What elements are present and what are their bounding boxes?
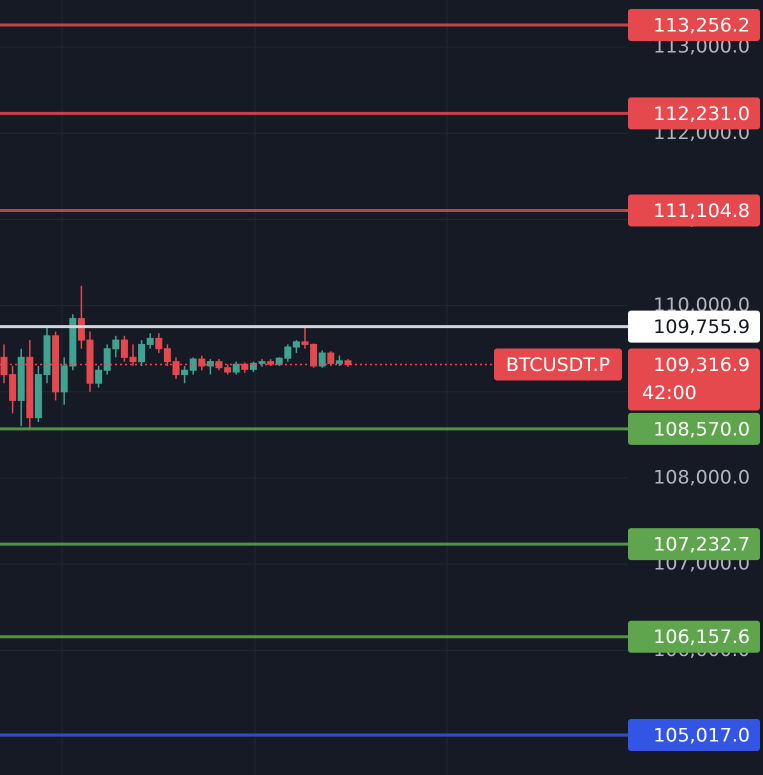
level-label: 109,755.9 bbox=[653, 316, 750, 338]
candle-body bbox=[129, 356, 137, 363]
level-label-box bbox=[628, 412, 760, 445]
candle-body bbox=[120, 339, 128, 358]
candle-body bbox=[43, 335, 51, 376]
last-price-label: 109,316.9 bbox=[653, 354, 750, 376]
candle-body bbox=[224, 367, 232, 373]
last-price-box bbox=[628, 348, 760, 411]
level-label: 112,231.0 bbox=[653, 103, 750, 125]
candle-body bbox=[249, 362, 257, 370]
candle-body bbox=[241, 363, 249, 370]
level-label: 111,104.8 bbox=[653, 200, 750, 222]
level-label-box bbox=[628, 620, 760, 653]
candle-body bbox=[146, 337, 154, 345]
candle-body bbox=[310, 343, 318, 367]
candle-body bbox=[0, 356, 8, 376]
level-label-box bbox=[628, 194, 760, 227]
level-label-box bbox=[628, 310, 760, 343]
candle-body bbox=[60, 365, 68, 393]
candle-body bbox=[95, 369, 103, 384]
candle-body bbox=[318, 352, 326, 367]
candle-body bbox=[26, 356, 34, 419]
level-label: 106,157.6 bbox=[653, 626, 750, 648]
candle-body bbox=[181, 369, 189, 376]
candle-body bbox=[198, 358, 206, 367]
level-label-box bbox=[628, 9, 760, 42]
y-tick-label: 110,000.0 bbox=[653, 294, 750, 316]
candle-body bbox=[275, 357, 283, 365]
candle-body bbox=[77, 318, 85, 341]
candle-body bbox=[9, 374, 17, 401]
level-label: 113,256.2 bbox=[653, 15, 750, 37]
candle-body bbox=[301, 341, 309, 345]
candle-body bbox=[335, 360, 343, 364]
level-label: 108,570.0 bbox=[653, 418, 750, 440]
candle-body bbox=[103, 348, 111, 371]
candle-body bbox=[34, 374, 42, 419]
candle-body bbox=[163, 348, 171, 363]
candle-body bbox=[284, 346, 292, 359]
candle-body bbox=[155, 337, 163, 350]
y-tick-label: 108,000.0 bbox=[653, 466, 750, 488]
y-tick-label: 113,000.0 bbox=[653, 36, 750, 58]
candle-body bbox=[69, 318, 77, 367]
countdown-label: 42:00 bbox=[642, 382, 697, 404]
symbol-label-box bbox=[494, 348, 622, 381]
symbol-label: BTCUSDT.P bbox=[506, 354, 610, 376]
candle-body bbox=[138, 343, 146, 363]
candle-body bbox=[86, 339, 94, 384]
candle-body bbox=[344, 360, 352, 366]
candle-body bbox=[292, 341, 300, 348]
candle-body bbox=[232, 363, 240, 373]
level-label-box bbox=[628, 528, 760, 561]
candle-body bbox=[172, 361, 180, 376]
candle-body bbox=[17, 356, 25, 401]
candle-body bbox=[258, 361, 266, 364]
candle-body bbox=[327, 352, 335, 364]
level-label-box bbox=[628, 97, 760, 130]
level-label-box bbox=[628, 719, 760, 752]
level-label: 107,232.7 bbox=[653, 534, 750, 556]
candle-body bbox=[112, 339, 120, 350]
level-label: 105,017.0 bbox=[653, 725, 750, 747]
